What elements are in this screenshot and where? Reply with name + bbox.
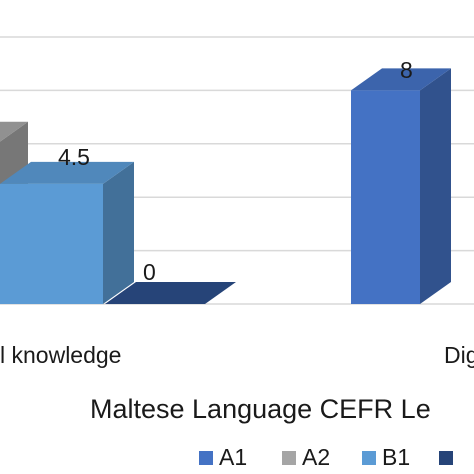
category-labels: l knowledge Dig [0,342,474,368]
legend: A1 A2 B1 [199,444,453,470]
data-label: 0 [143,259,156,285]
data-label: 8 [400,57,413,83]
legend-label: A1 [219,444,247,470]
legend-swatch [282,451,296,465]
bar-side [103,161,134,304]
data-labels: 4.5 0 8 [58,57,413,285]
bar-side [420,68,451,305]
bar-A1-1 [351,90,420,305]
data-label: 4.5 [58,144,90,170]
bar-top [351,68,451,91]
bar-series-3-0-zero [105,282,236,304]
bars [0,68,451,305]
legend-swatch [362,451,376,465]
bar-top [0,121,28,142]
bar-floors [105,282,236,304]
category-label: l knowledge [0,342,121,368]
bar-B1-0 [0,183,103,304]
x-axis-title: Maltese Language CEFR Le [90,394,431,424]
bar-top [0,161,134,184]
category-label: Dig [444,342,474,368]
legend-label: B1 [382,444,410,470]
legend-label: A2 [302,444,330,470]
legend-swatch [199,451,213,465]
legend-swatch [439,451,453,465]
